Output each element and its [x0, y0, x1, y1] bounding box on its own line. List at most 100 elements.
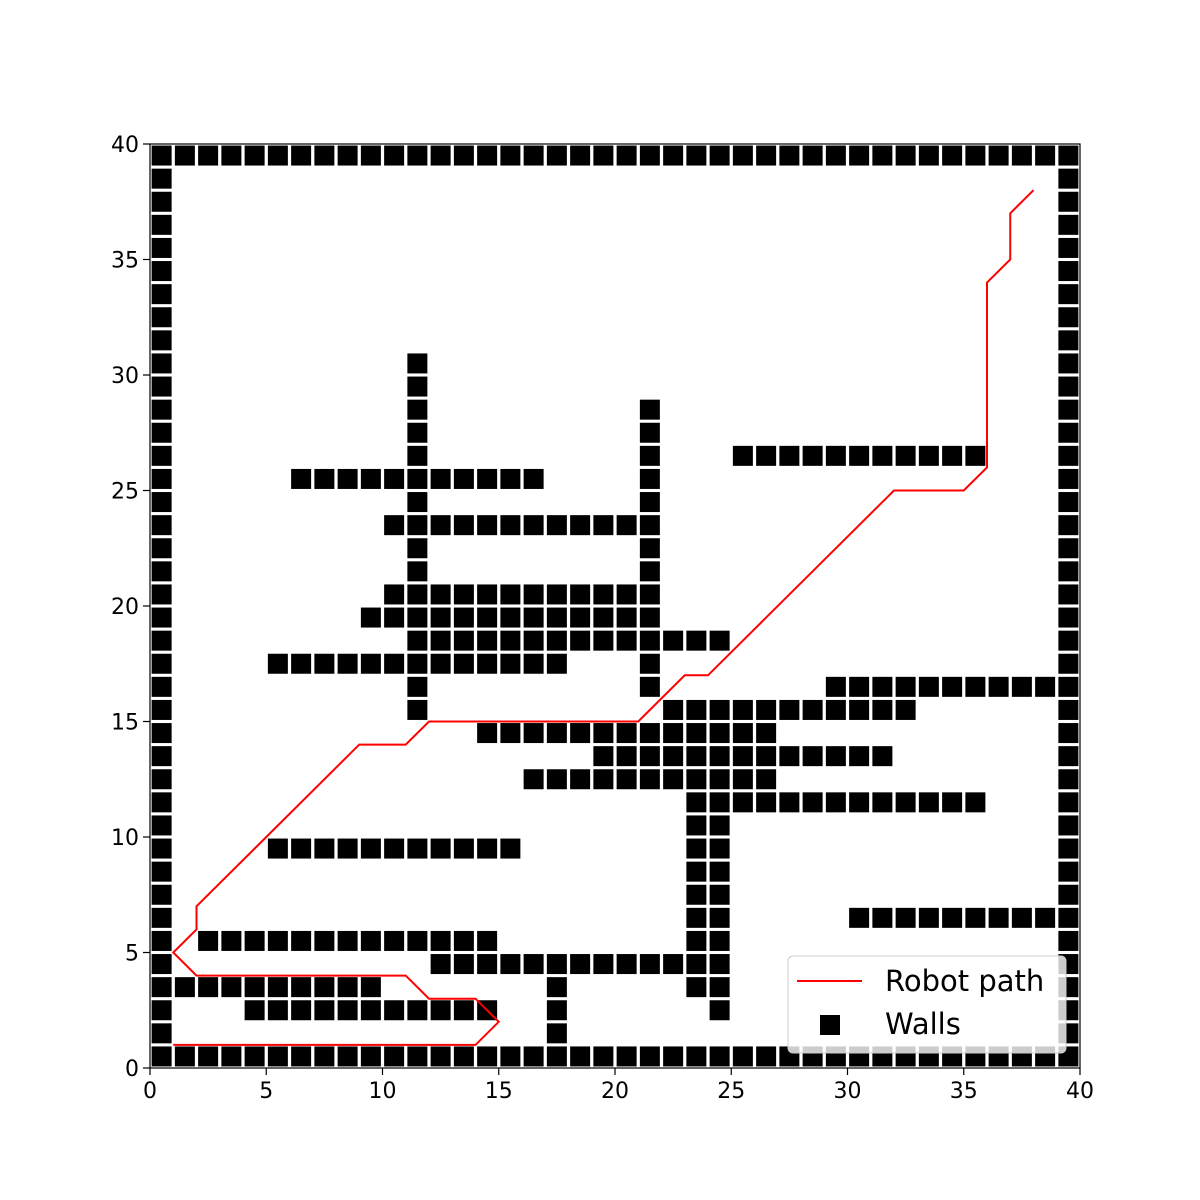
wall-marker — [291, 838, 312, 859]
x-tick-label: 10 — [369, 1079, 397, 1104]
wall-marker — [732, 699, 753, 720]
wall-marker — [1058, 746, 1079, 767]
legend: Robot path Walls — [787, 955, 1067, 1054]
wall-marker — [709, 792, 730, 813]
wall-marker — [430, 515, 451, 536]
wall-marker — [151, 376, 172, 397]
wall-marker — [732, 1046, 753, 1067]
wall-marker — [593, 145, 614, 166]
wall-marker — [1058, 237, 1079, 258]
wall-marker — [360, 468, 381, 489]
wall-marker — [663, 145, 684, 166]
wall-marker — [430, 1000, 451, 1021]
wall-marker — [546, 977, 567, 998]
wall-marker — [1058, 214, 1079, 235]
wall-marker — [151, 977, 172, 998]
legend-walls-label: Walls — [885, 1007, 961, 1041]
wall-marker — [523, 468, 544, 489]
wall-marker — [709, 699, 730, 720]
wall-marker — [639, 492, 660, 513]
wall-marker — [1058, 468, 1079, 489]
wall-marker — [477, 630, 498, 651]
wall-marker — [384, 838, 405, 859]
wall-marker — [872, 445, 893, 466]
wall-marker — [1058, 699, 1079, 720]
wall-marker — [639, 607, 660, 628]
wall-marker — [151, 653, 172, 674]
wall-marker — [407, 353, 428, 374]
wall-marker — [1058, 376, 1079, 397]
wall-marker — [1058, 330, 1079, 351]
wall-marker — [244, 145, 265, 166]
wall-marker — [895, 445, 916, 466]
y-tick-label: 30 — [111, 364, 139, 389]
wall-marker — [151, 769, 172, 790]
wall-marker — [1035, 145, 1056, 166]
wall-marker — [244, 977, 265, 998]
wall-marker — [1058, 515, 1079, 536]
wall-marker — [570, 723, 591, 744]
wall-marker — [872, 676, 893, 697]
wall-marker — [756, 746, 777, 767]
wall-marker — [151, 676, 172, 697]
wall-marker — [570, 954, 591, 975]
wall-marker — [151, 930, 172, 951]
wall-marker — [500, 515, 521, 536]
wall-marker — [709, 630, 730, 651]
wall-marker — [756, 723, 777, 744]
wall-marker — [500, 468, 521, 489]
wall-marker — [151, 468, 172, 489]
wall-marker — [1058, 907, 1079, 928]
x-tick-label: 35 — [950, 1079, 978, 1104]
wall-marker — [1058, 815, 1079, 836]
wall-marker — [360, 930, 381, 951]
wall-marker — [151, 861, 172, 882]
wall-marker — [314, 1000, 335, 1021]
wall-marker — [1035, 907, 1056, 928]
wall-marker — [1011, 676, 1032, 697]
wall-marker — [546, 630, 567, 651]
wall-marker — [151, 307, 172, 328]
wall-marker — [384, 1046, 405, 1067]
wall-marker — [756, 445, 777, 466]
wall-marker — [639, 954, 660, 975]
wall-marker — [151, 145, 172, 166]
wall-marker — [639, 1046, 660, 1067]
wall-marker — [291, 653, 312, 674]
wall-marker — [918, 907, 939, 928]
wall-marker — [663, 723, 684, 744]
wall-marker — [849, 792, 870, 813]
wall-marker — [616, 145, 637, 166]
wall-marker — [570, 584, 591, 605]
wall-marker — [151, 907, 172, 928]
wall-marker — [523, 584, 544, 605]
wall-marker — [151, 191, 172, 212]
x-tick-label: 0 — [143, 1079, 157, 1104]
wall-marker — [1058, 145, 1079, 166]
wall-marker — [686, 815, 707, 836]
wall-marker — [895, 676, 916, 697]
wall-marker — [151, 445, 172, 466]
wall-marker — [1058, 653, 1079, 674]
wall-marker — [825, 676, 846, 697]
wall-marker — [849, 699, 870, 720]
wall-marker — [430, 954, 451, 975]
wall-marker — [151, 168, 172, 189]
wall-marker — [384, 930, 405, 951]
wall-marker — [1058, 769, 1079, 790]
wall-marker — [314, 930, 335, 951]
wall-marker — [686, 746, 707, 767]
wall-marker — [709, 861, 730, 882]
wall-marker — [709, 977, 730, 998]
wall-marker — [221, 1046, 242, 1067]
wall-marker — [337, 1046, 358, 1067]
wall-marker — [802, 445, 823, 466]
wall-marker — [779, 792, 800, 813]
y-tick-label: 10 — [111, 826, 139, 851]
wall-marker — [291, 977, 312, 998]
wall-marker — [523, 630, 544, 651]
wall-marker — [267, 145, 288, 166]
wall-marker — [988, 907, 1009, 928]
wall-marker — [593, 607, 614, 628]
